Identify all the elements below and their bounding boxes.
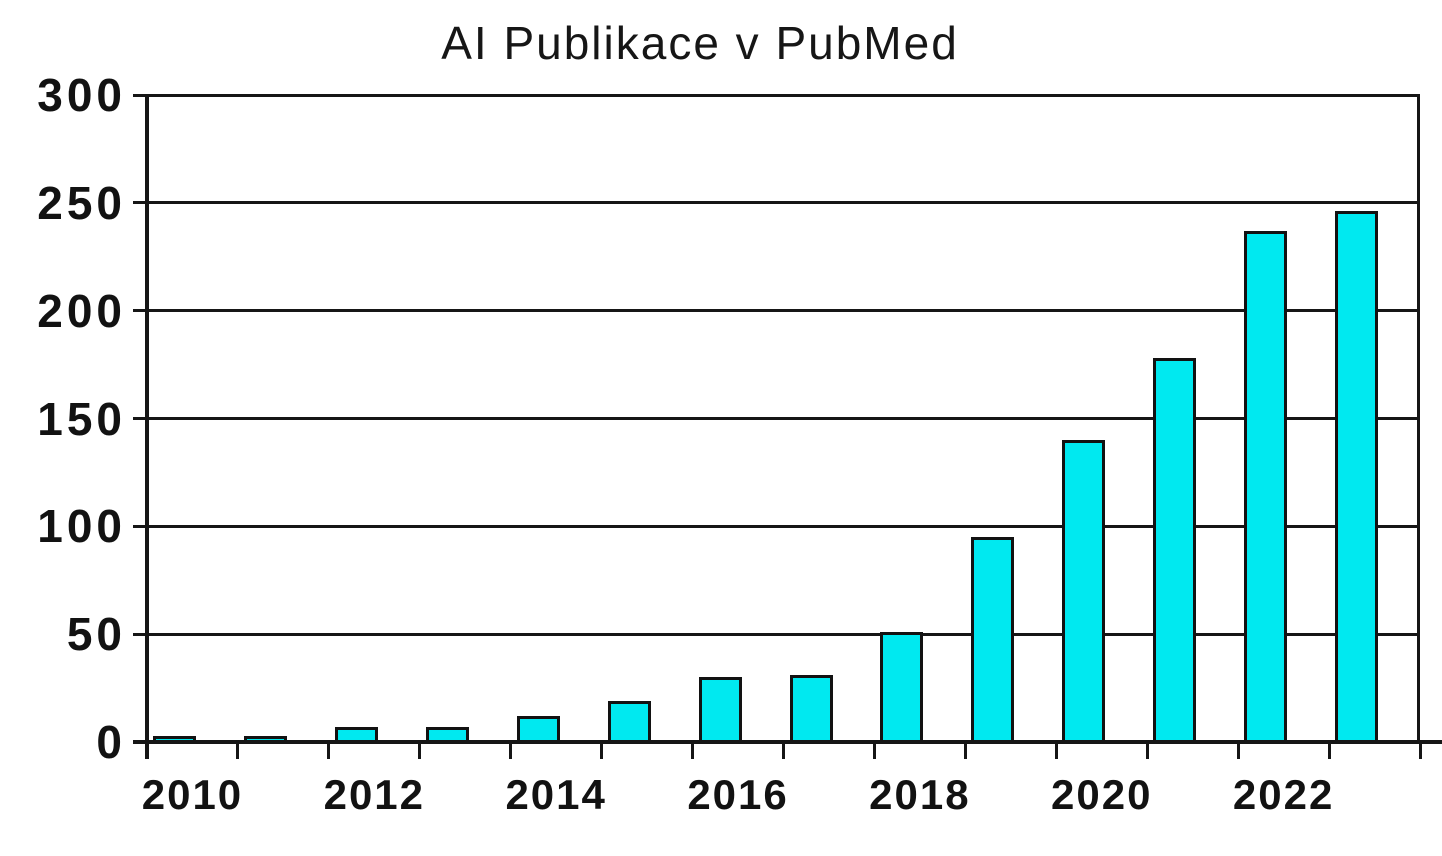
y-gridline xyxy=(133,93,1420,97)
bar-2010 xyxy=(153,735,196,743)
x-axis-tick xyxy=(1236,742,1240,759)
x-axis-label: 2014 xyxy=(505,771,607,818)
bar-2023 xyxy=(1335,211,1379,743)
y-axis-label: 0 xyxy=(96,716,126,768)
y-axis-label: 50 xyxy=(66,608,126,661)
x-axis-tick xyxy=(782,742,785,759)
x-axis-tick xyxy=(145,742,149,759)
x-axis-tick xyxy=(691,742,695,759)
x-axis-label: 2020 xyxy=(1051,771,1153,818)
x-axis-line xyxy=(133,740,1442,744)
x-axis-label: 2016 xyxy=(687,771,789,818)
chart-title: AI Publikace v PubMed xyxy=(441,17,959,69)
x-axis-label: 2022 xyxy=(1232,771,1335,818)
bar-2018 xyxy=(880,632,924,743)
bar-2020 xyxy=(1062,440,1106,743)
bar-2019 xyxy=(971,537,1015,743)
x-axis-tick xyxy=(236,742,240,759)
x-axis-tick xyxy=(1145,742,1149,759)
x-axis-label: 2018 xyxy=(869,771,971,818)
bar-2011 xyxy=(243,735,287,743)
y-axis-label: 300 xyxy=(37,69,126,121)
y-gridline xyxy=(133,632,1420,636)
bar-2017 xyxy=(789,675,833,743)
y-gridline xyxy=(133,309,1420,313)
x-axis-tick xyxy=(1327,742,1331,759)
x-axis-tick xyxy=(509,742,513,759)
bar-2012 xyxy=(334,726,378,743)
x-axis-tick xyxy=(418,742,422,759)
y-axis-label: 200 xyxy=(37,284,126,337)
y-axis-line xyxy=(145,95,149,759)
plot-right-border xyxy=(1417,95,1420,742)
bar-2014 xyxy=(516,716,560,743)
bar-2015 xyxy=(607,701,651,743)
bar-2021 xyxy=(1153,358,1197,743)
y-gridline xyxy=(133,201,1420,205)
y-axis-label: 150 xyxy=(37,392,126,445)
bar-2022 xyxy=(1244,230,1288,743)
y-axis-label: 250 xyxy=(37,176,126,229)
y-gridline xyxy=(133,417,1420,420)
x-axis-tick xyxy=(1418,742,1422,759)
x-axis-tick xyxy=(327,742,331,759)
x-axis-tick xyxy=(1054,742,1058,759)
x-axis-tick xyxy=(872,742,876,759)
bar-2013 xyxy=(425,726,469,743)
y-gridline xyxy=(133,524,1420,528)
x-axis-label: 2012 xyxy=(323,771,426,818)
x-axis-tick xyxy=(600,742,604,759)
x-axis-tick xyxy=(963,742,967,759)
bar-2016 xyxy=(698,677,742,743)
y-axis-label: 100 xyxy=(37,500,126,553)
x-axis-label: 2010 xyxy=(141,771,244,818)
